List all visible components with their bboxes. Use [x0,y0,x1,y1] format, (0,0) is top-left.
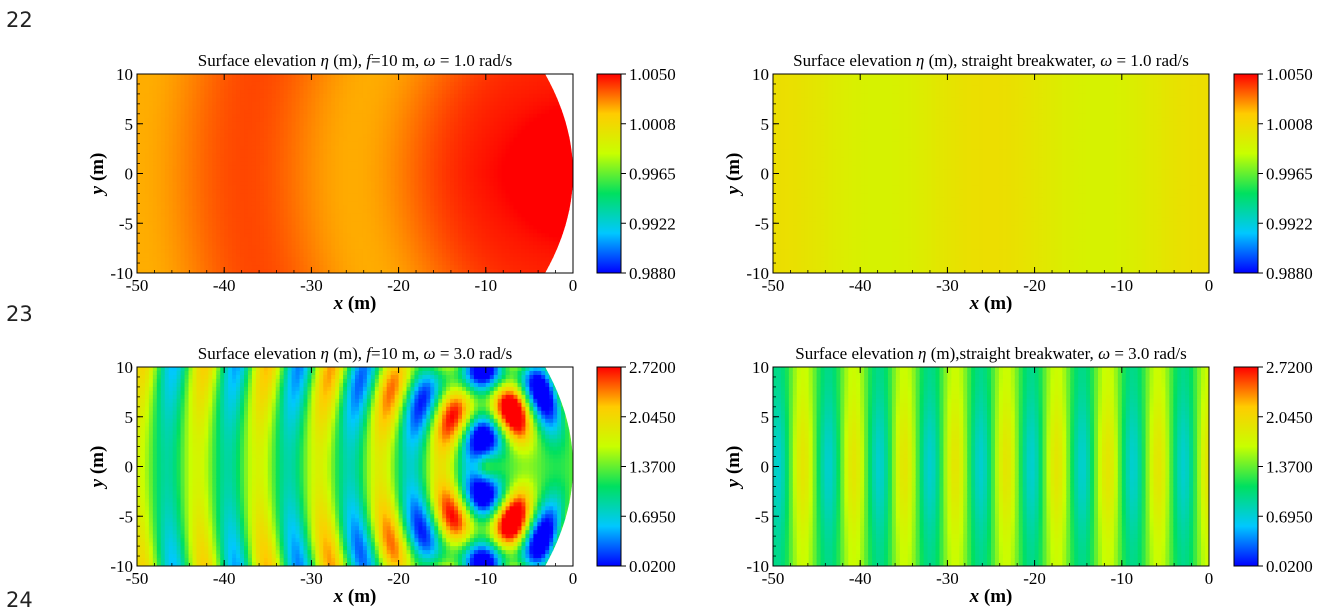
colorbar-tick-label: 0.9880 [629,264,676,283]
colorbar-tick-label: 1.3700 [1266,458,1313,477]
line-number: 24 [6,588,33,612]
colorbar-tick-label: 0.0200 [1266,557,1313,576]
y-tick-label: 10 [752,65,769,84]
x-tick-label: -30 [300,569,323,588]
chart-title: Surface elevation η (m), straight breakw… [793,51,1189,70]
y-tick-label: 0 [761,458,770,477]
x-tick-label: -40 [849,569,872,588]
x-tick-label: -40 [213,276,236,295]
y-tick-label: -5 [119,507,133,526]
chart-title: Surface elevation η (m), f=10 m, ω = 1.0… [198,51,512,70]
colorbar-tick-label: 1.0050 [629,65,676,84]
y-tick-label: -5 [755,214,769,233]
y-axis-label: y (m) [87,153,108,197]
colorbar-tick-label: 0.9965 [629,165,676,184]
x-tick-label: -10 [474,276,497,295]
x-tick-label: -10 [474,569,497,588]
colorbar [596,366,622,567]
x-tick-label: -30 [936,276,959,295]
x-tick-label: -50 [762,569,785,588]
y-tick-label: 5 [125,115,134,134]
colorbar-tick-label: 0.9880 [1266,264,1313,283]
x-tick-label: -20 [1023,276,1046,295]
colorbar-tick-label: 1.0008 [1266,115,1313,134]
chart-panel-2: -50 -40 -30 -20 -10 0 10 5 0 -5 -10 Surface elevati… [723,51,1313,314]
y-axis-label: y (m) [723,153,744,197]
x-tick-label: -30 [936,569,959,588]
colorbar [1233,73,1259,274]
x-tick-label: -30 [300,276,323,295]
line-number: 23 [6,302,33,326]
colorbar [596,73,622,274]
colorbar-tick-label: 1.0008 [629,115,676,134]
heatmap-field [137,367,573,566]
chart-title: Surface elevation η (m), f=10 m, ω = 3.0… [198,344,512,363]
x-axis-label: x (m) [333,293,377,314]
x-tick-label: -50 [126,569,149,588]
y-axis-label: y (m) [723,446,744,490]
heatmap-field [773,367,1209,566]
y-tick-label: -10 [110,557,133,576]
x-tick-label: -10 [1110,276,1133,295]
x-tick-label: -40 [849,276,872,295]
y-tick-label: -10 [746,557,769,576]
colorbar-tick-label: 0.6950 [1266,507,1313,526]
y-tick-label: -5 [755,507,769,526]
colorbar [1233,366,1259,567]
y-tick-label: 10 [116,358,133,377]
x-tick-label: 0 [569,569,578,588]
x-axis-label: x (m) [969,586,1013,607]
y-tick-label: 5 [125,408,134,427]
chart-panel-1: -50 -40 -30 -20 -10 0 10 5 0 -5 -10 Surface elevati… [87,51,676,314]
y-tick-label: 0 [125,165,134,184]
colorbar-tick-label: 1.0050 [1266,65,1313,84]
colorbar-tick-label: 0.9922 [629,214,676,233]
x-tick-label: -50 [762,276,785,295]
x-tick-label: 0 [1205,276,1214,295]
y-tick-label: -5 [119,214,133,233]
y-tick-label: -10 [746,264,769,283]
x-tick-label: -20 [1023,569,1046,588]
x-tick-label: 0 [569,276,578,295]
y-tick-label: 10 [116,65,133,84]
colorbar-tick-label: 1.3700 [629,458,676,477]
y-axis-label: y (m) [87,446,108,490]
x-tick-label: -20 [387,569,410,588]
colorbar-tick-label: 0.9922 [1266,214,1313,233]
colorbar-tick-label: 0.6950 [629,507,676,526]
heatmap-field [773,74,1209,273]
y-tick-label: 5 [761,408,770,427]
y-tick-label: 10 [752,358,769,377]
y-tick-label: 5 [761,115,770,134]
line-number: 22 [6,8,33,32]
chart-panel-3: -50 -40 -30 -20 -10 0 10 5 0 -5 -10 Surface elevati… [87,344,676,607]
colorbar-tick-label: 2.7200 [629,358,676,377]
x-tick-label: 0 [1205,569,1214,588]
chart-title: Surface elevation η (m),straight breakwa… [795,344,1186,363]
y-tick-label: 0 [125,458,134,477]
y-tick-label: 0 [761,165,770,184]
colorbar-tick-label: 2.7200 [1266,358,1313,377]
x-tick-label: -10 [1110,569,1133,588]
x-tick-label: -40 [213,569,236,588]
y-tick-label: -10 [110,264,133,283]
colorbar-tick-label: 0.0200 [629,557,676,576]
x-tick-label: -50 [126,276,149,295]
colorbar-tick-label: 0.9965 [1266,165,1313,184]
chart-panel-4: -50 -40 -30 -20 -10 0 10 5 0 -5 -10 Surface elevati… [723,344,1313,607]
x-axis-label: x (m) [969,293,1013,314]
colorbar-tick-label: 2.0450 [629,408,676,427]
colorbar-tick-label: 2.0450 [1266,408,1313,427]
x-tick-label: -20 [387,276,410,295]
x-axis-label: x (m) [333,586,377,607]
heatmap-field [137,74,573,273]
